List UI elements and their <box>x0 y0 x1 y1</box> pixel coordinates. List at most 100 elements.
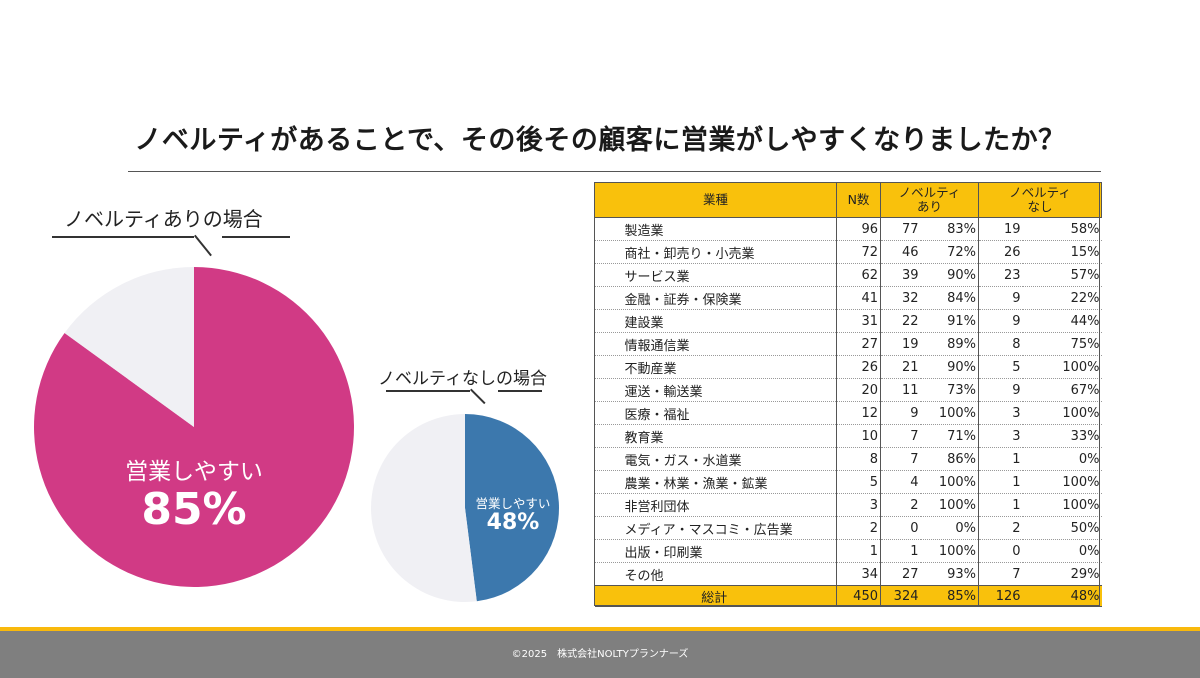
table-row: 教育業 10 7 71% 3 33% <box>594 424 1102 448</box>
table-row: 医療・福祉 12 9 100% 3 100% <box>594 401 1102 425</box>
table-row: 非営利団体 3 2 100% 1 100% <box>594 493 1102 517</box>
cell-with-count: 324 <box>880 585 921 607</box>
footer-band <box>0 627 1200 631</box>
cell-n: 3 <box>836 493 881 517</box>
pie-without-slice-0 <box>465 414 559 602</box>
table-row: 情報通信業 27 19 89% 8 75% <box>594 332 1102 356</box>
table-row: 農業・林業・漁業・鉱業 5 4 100% 1 100% <box>594 470 1102 494</box>
cell-with-count: 21 <box>880 355 921 379</box>
cell-without-count: 9 <box>978 286 1023 310</box>
cell-n: 31 <box>836 309 881 333</box>
cell-with-pct: 89% <box>920 332 979 356</box>
cell-with-count: 0 <box>880 516 921 540</box>
cell-with-count: 27 <box>880 562 921 586</box>
table-row: 運送・輸送業 20 11 73% 9 67% <box>594 378 1102 402</box>
industry-table: 業種 N数 ノベルティ あり ノベルティ なし 製造業 96 77 83% 19 58% 商… <box>594 182 1103 607</box>
cell-n: 41 <box>836 286 881 310</box>
cell-with-pct: 83% <box>920 217 979 241</box>
cell-with-pct: 100% <box>920 401 979 425</box>
cell-industry: 製造業 <box>594 217 837 241</box>
cell-with-pct: 100% <box>920 493 979 517</box>
pie-chart-without-novelty <box>371 414 559 602</box>
cell-industry: サービス業 <box>594 263 837 287</box>
cell-without-pct: 50% <box>1022 516 1102 540</box>
cell-without-count: 1 <box>978 447 1023 471</box>
table-row: 電気・ガス・水道業 8 7 86% 1 0% <box>594 447 1102 471</box>
cell-without-count: 26 <box>978 240 1023 264</box>
table-row: メディア・マスコミ・広告業 2 0 0% 2 50% <box>594 516 1102 540</box>
cell-with-count: 39 <box>880 263 921 287</box>
cell-without-pct: 48% <box>1022 585 1102 607</box>
cell-with-pct: 90% <box>920 263 979 287</box>
cell-n: 20 <box>836 378 881 402</box>
cell-without-count: 9 <box>978 309 1023 333</box>
cell-n: 10 <box>836 424 881 448</box>
cell-with-pct: 90% <box>920 355 979 379</box>
table-row: 製造業 96 77 83% 19 58% <box>594 217 1102 241</box>
header-n: N数 <box>836 182 881 218</box>
cell-without-count: 126 <box>978 585 1023 607</box>
callout2-line-left <box>386 390 470 392</box>
callout-line-right <box>222 236 290 238</box>
cell-without-pct: 100% <box>1022 355 1102 379</box>
cell-n: 2 <box>836 516 881 540</box>
callout2-tick <box>470 388 486 405</box>
cell-without-count: 2 <box>978 516 1023 540</box>
footer-copyright: ©2025 株式会社NOLTYプランナーズ <box>0 631 1200 678</box>
cell-industry: その他 <box>594 562 837 586</box>
callout2-line-right <box>498 390 542 392</box>
cell-with-count: 19 <box>880 332 921 356</box>
cell-with-pct: 0% <box>920 516 979 540</box>
table-row: 金融・証券・保険業 41 32 84% 9 22% <box>594 286 1102 310</box>
cell-with-count: 77 <box>880 217 921 241</box>
cell-without-pct: 44% <box>1022 309 1102 333</box>
cell-without-pct: 67% <box>1022 378 1102 402</box>
cell-with-count: 7 <box>880 424 921 448</box>
table-row: その他 34 27 93% 7 29% <box>594 562 1102 586</box>
cell-with-pct: 100% <box>920 539 979 563</box>
cell-industry: 建設業 <box>594 309 837 333</box>
cell-without-pct: 100% <box>1022 493 1102 517</box>
pie-chart-with-novelty <box>33 267 355 587</box>
cell-n: 450 <box>836 585 881 607</box>
cell-with-count: 2 <box>880 493 921 517</box>
cell-n: 26 <box>836 355 881 379</box>
cell-without-count: 23 <box>978 263 1023 287</box>
title-divider <box>128 171 1101 172</box>
cell-with-count: 46 <box>880 240 921 264</box>
cell-with-pct: 84% <box>920 286 979 310</box>
cell-n: 5 <box>836 470 881 494</box>
cell-without-count: 3 <box>978 401 1023 425</box>
cell-without-count: 0 <box>978 539 1023 563</box>
page-title: ノベルティがあることで、その後その顧客に営業がしやすくなりましたか？ <box>134 125 1066 156</box>
header-industry: 業種 <box>594 182 837 218</box>
cell-industry: 不動産業 <box>594 355 837 379</box>
pie-without-inside-value: 48% <box>486 510 540 535</box>
cell-without-pct: 33% <box>1022 424 1102 448</box>
cell-with-count: 11 <box>880 378 921 402</box>
cell-without-pct: 29% <box>1022 562 1102 586</box>
cell-without-pct: 100% <box>1022 401 1102 425</box>
cell-n: 1 <box>836 539 881 563</box>
table-total-row: 総計 450 324 85% 126 48% <box>594 585 1102 607</box>
cell-n: 62 <box>836 263 881 287</box>
pie-without-slice-1 <box>371 414 477 602</box>
cell-n: 12 <box>836 401 881 425</box>
cell-with-pct: 91% <box>920 309 979 333</box>
cell-without-count: 8 <box>978 332 1023 356</box>
cell-with-count: 9 <box>880 401 921 425</box>
cell-with-count: 4 <box>880 470 921 494</box>
cell-without-pct: 100% <box>1022 470 1102 494</box>
cell-without-count: 1 <box>978 470 1023 494</box>
cell-industry: 出版・印刷業 <box>594 539 837 563</box>
cell-without-pct: 0% <box>1022 447 1102 471</box>
cell-with-pct: 73% <box>920 378 979 402</box>
cell-with-count: 1 <box>880 539 921 563</box>
table-row: サービス業 62 39 90% 23 57% <box>594 263 1102 287</box>
callout-line-left <box>52 236 194 238</box>
cell-without-pct: 57% <box>1022 263 1102 287</box>
cell-with-pct: 85% <box>920 585 979 607</box>
cell-n: 96 <box>836 217 881 241</box>
cell-with-pct: 93% <box>920 562 979 586</box>
cell-without-count: 9 <box>978 378 1023 402</box>
